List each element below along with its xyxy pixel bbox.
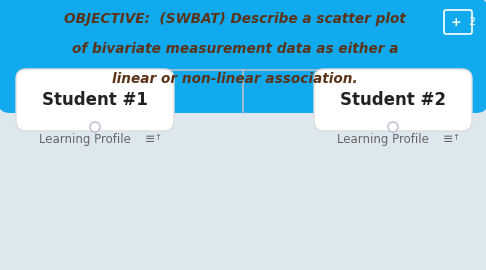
Text: OBJECTIVE:  (SWBAT) Describe a scatter plot: OBJECTIVE: (SWBAT) Describe a scatter pl… xyxy=(64,12,406,26)
Text: of bivariate measurement data as either a: of bivariate measurement data as either … xyxy=(72,42,398,56)
Text: Student #1: Student #1 xyxy=(42,91,148,109)
FancyBboxPatch shape xyxy=(0,0,458,50)
Text: ≡: ≡ xyxy=(443,133,453,147)
Circle shape xyxy=(388,122,398,132)
Text: ↑: ↑ xyxy=(452,133,459,143)
FancyBboxPatch shape xyxy=(0,0,486,113)
Text: linear or non-linear association.: linear or non-linear association. xyxy=(112,72,358,86)
Text: ≡: ≡ xyxy=(145,133,155,147)
Text: Student #2: Student #2 xyxy=(340,91,446,109)
FancyBboxPatch shape xyxy=(16,69,174,131)
Text: 2: 2 xyxy=(469,17,476,27)
Text: Learning Profile: Learning Profile xyxy=(39,133,131,147)
Text: +: + xyxy=(451,15,461,29)
FancyBboxPatch shape xyxy=(314,69,472,131)
Text: ↑: ↑ xyxy=(155,133,161,143)
Circle shape xyxy=(90,122,100,132)
Text: Learning Profile: Learning Profile xyxy=(337,133,429,147)
FancyBboxPatch shape xyxy=(444,10,472,34)
